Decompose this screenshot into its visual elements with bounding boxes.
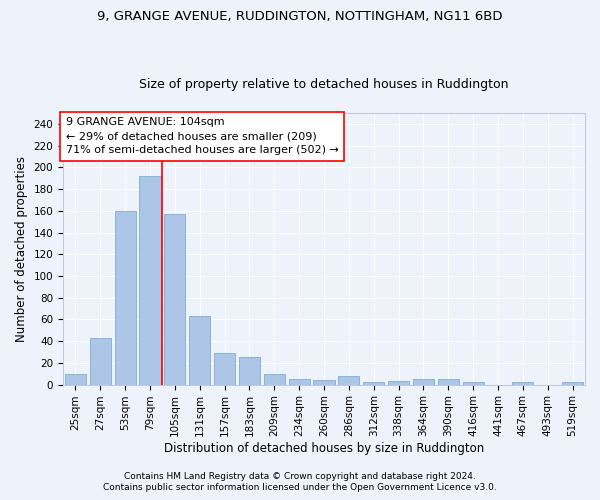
Bar — [239, 358, 260, 384]
Bar — [164, 214, 185, 384]
Bar — [115, 211, 136, 384]
Y-axis label: Number of detached properties: Number of detached properties — [15, 156, 28, 342]
Text: 9 GRANGE AVENUE: 104sqm
← 29% of detached houses are smaller (209)
71% of semi-d: 9 GRANGE AVENUE: 104sqm ← 29% of detache… — [65, 117, 338, 155]
Bar — [338, 376, 359, 384]
Bar — [189, 316, 210, 384]
Text: Contains HM Land Registry data © Crown copyright and database right 2024.
Contai: Contains HM Land Registry data © Crown c… — [103, 472, 497, 492]
Bar — [313, 380, 335, 384]
Bar — [438, 379, 459, 384]
Bar — [139, 176, 161, 384]
Bar — [388, 382, 409, 384]
Bar — [562, 382, 583, 384]
Bar — [264, 374, 285, 384]
Bar — [463, 382, 484, 384]
Bar — [214, 353, 235, 384]
Bar — [289, 379, 310, 384]
X-axis label: Distribution of detached houses by size in Ruddington: Distribution of detached houses by size … — [164, 442, 484, 455]
Bar — [65, 374, 86, 384]
Bar — [413, 379, 434, 384]
Bar — [363, 382, 384, 384]
Text: 9, GRANGE AVENUE, RUDDINGTON, NOTTINGHAM, NG11 6BD: 9, GRANGE AVENUE, RUDDINGTON, NOTTINGHAM… — [97, 10, 503, 23]
Title: Size of property relative to detached houses in Ruddington: Size of property relative to detached ho… — [139, 78, 509, 91]
Bar — [512, 382, 533, 384]
Bar — [90, 338, 111, 384]
